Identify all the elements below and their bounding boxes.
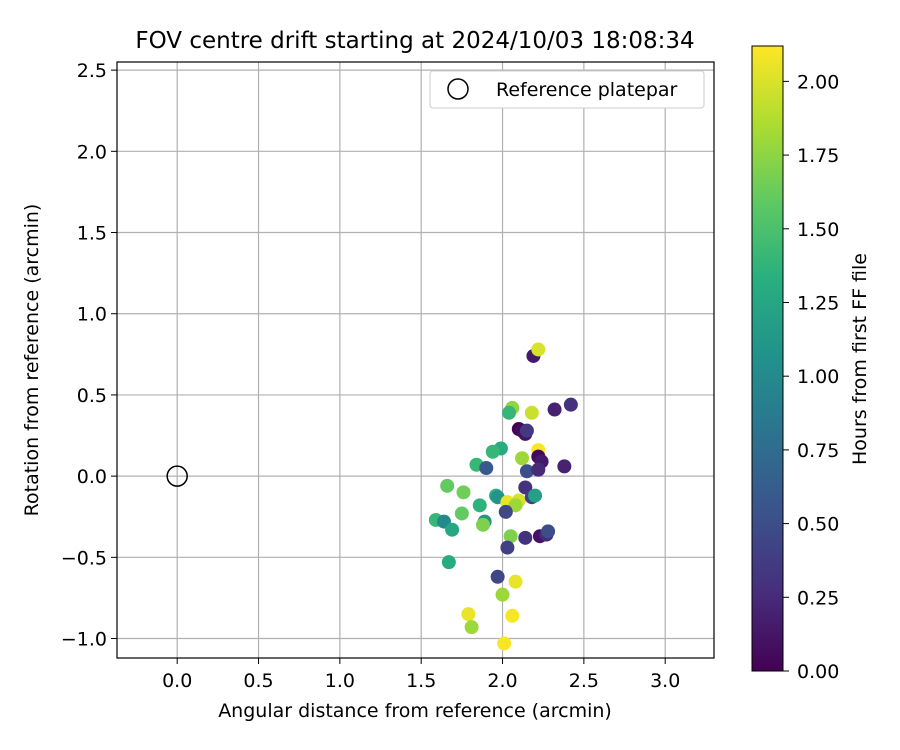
reference-marker <box>166 465 188 487</box>
data-point <box>441 555 456 570</box>
x-tick-label: 3.0 <box>650 670 680 692</box>
y-tick-label: −1.0 <box>61 629 107 651</box>
x-axis-label: Angular distance from reference (arcmin) <box>218 700 612 722</box>
y-tick-label: 0.5 <box>77 385 107 407</box>
data-point <box>485 444 500 459</box>
x-tick-label: 1.5 <box>406 670 436 692</box>
data-point <box>498 504 513 519</box>
colorbar-tick-label: 0.25 <box>797 587 839 609</box>
data-point <box>563 397 578 412</box>
chart-title: FOV centre drift starting at 2024/10/03 … <box>135 28 694 54</box>
colorbar-tick-label: 0.00 <box>797 661 839 683</box>
legend-box <box>429 70 705 109</box>
colorbar-tick-label: 2.00 <box>797 71 839 93</box>
data-point <box>461 607 476 622</box>
y-axis-label: Rotation from reference (arcmin) <box>21 204 43 517</box>
data-point <box>515 451 530 466</box>
legend: Reference platepar <box>429 70 705 109</box>
data-point <box>541 524 556 539</box>
data-point <box>456 485 471 500</box>
data-point <box>503 529 518 544</box>
colorbar-tick-label: 0.50 <box>797 514 839 536</box>
y-tick-label: −0.5 <box>61 547 107 569</box>
data-point <box>519 464 534 479</box>
data-points <box>428 342 578 651</box>
data-point <box>479 460 494 475</box>
y-axis-ticks: −1.0 −0.5 0.0 0.5 1.0 1.5 2.0 2.5 <box>61 60 117 651</box>
grid <box>117 62 714 658</box>
data-point <box>531 462 546 477</box>
x-tick-label: 0.0 <box>162 670 192 692</box>
colorbar-tick-label: 0.75 <box>797 440 839 462</box>
plot-frame <box>116 61 715 659</box>
legend-label: Reference platepar <box>496 79 678 101</box>
data-point <box>502 405 517 420</box>
y-tick-label: 1.0 <box>77 304 107 326</box>
x-tick-label: 0.5 <box>243 670 273 692</box>
colorbar: 0.00 0.25 0.50 0.75 1.00 1.25 1.50 1.75 2.00 Hou… <box>751 45 871 683</box>
data-point <box>519 423 534 438</box>
colorbar-gradient <box>751 45 784 672</box>
data-point <box>464 620 479 635</box>
colorbar-label: Hours from first FF file <box>849 253 871 465</box>
colorbar-ticks: 0.00 0.25 0.50 0.75 1.00 1.25 1.50 1.75 2.00 <box>783 71 839 683</box>
legend-circle-icon <box>447 78 469 100</box>
y-tick-label: 2.5 <box>77 60 107 82</box>
data-point <box>505 608 520 623</box>
x-tick-label: 2.0 <box>487 670 517 692</box>
data-point <box>445 522 460 537</box>
data-point <box>497 636 512 651</box>
colorbar-tick-label: 1.00 <box>797 366 839 388</box>
y-tick-label: 1.5 <box>77 223 107 245</box>
data-point <box>500 540 515 555</box>
data-point <box>440 478 455 493</box>
data-point <box>557 459 572 474</box>
data-point <box>476 517 491 532</box>
x-axis-ticks: 0.0 0.5 1.0 1.5 2.0 2.5 3.0 <box>162 658 680 692</box>
data-point <box>490 569 505 584</box>
data-point <box>547 402 562 417</box>
data-point <box>531 342 546 357</box>
data-point <box>518 530 533 545</box>
x-tick-label: 1.0 <box>325 670 355 692</box>
colorbar-tick-label: 1.50 <box>797 219 839 241</box>
data-point <box>524 405 539 420</box>
y-tick-label: 0.0 <box>77 466 107 488</box>
data-point <box>454 506 469 521</box>
colorbar-tick-label: 1.25 <box>797 292 839 314</box>
data-point <box>495 587 510 602</box>
data-point <box>528 488 543 503</box>
x-tick-label: 2.5 <box>569 670 599 692</box>
data-point <box>508 574 523 589</box>
data-point <box>472 498 487 513</box>
y-tick-label: 2.0 <box>77 141 107 163</box>
colorbar-tick-label: 1.75 <box>797 145 839 167</box>
reference-point <box>166 465 188 487</box>
